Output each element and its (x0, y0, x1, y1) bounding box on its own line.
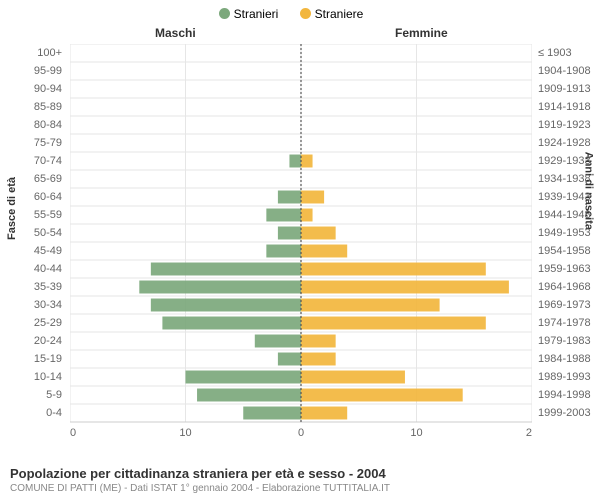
bar-male (255, 335, 301, 348)
legend-swatch-male (219, 8, 230, 19)
birth-label: 1949-1953 (538, 228, 600, 239)
age-label: 45-49 (0, 246, 62, 257)
age-label: 30-34 (0, 300, 62, 311)
birth-label: 1919-1923 (538, 120, 600, 131)
birth-label: 1944-1948 (538, 210, 600, 221)
bar-female (301, 209, 313, 222)
birth-label: 1974-1978 (538, 318, 600, 329)
age-label: 40-44 (0, 264, 62, 275)
birth-label: 1994-1998 (538, 390, 600, 401)
bar-male (197, 389, 301, 402)
header-female: Femmine (395, 26, 448, 40)
svg-text:0: 0 (298, 427, 304, 439)
age-label: 95-99 (0, 66, 62, 77)
bar-female (301, 407, 347, 420)
age-label: 70-74 (0, 156, 62, 167)
age-label: 100+ (0, 48, 62, 59)
bar-male (139, 281, 301, 294)
age-label: 10-14 (0, 372, 62, 383)
bar-female (301, 389, 463, 402)
chart-title: Popolazione per cittadinanza straniera p… (10, 466, 390, 481)
legend: Stranieri Straniere (0, 0, 600, 21)
bar-male (278, 227, 301, 240)
svg-text:10: 10 (179, 427, 191, 439)
y-axis-labels-right: ≤ 1903 1904-1908 1909-1913 1914-1918 1919-19… (534, 44, 600, 440)
age-label: 90-94 (0, 84, 62, 95)
age-label: 55-59 (0, 210, 62, 221)
birth-label: 1904-1908 (538, 66, 600, 77)
age-label: 5-9 (0, 390, 62, 401)
legend-label-male: Stranieri (234, 7, 279, 21)
birth-label: ≤ 1903 (538, 48, 600, 59)
bar-male (278, 191, 301, 204)
legend-label-female: Straniere (315, 7, 364, 21)
age-label: 15-19 (0, 354, 62, 365)
age-label: 65-69 (0, 174, 62, 185)
svg-text:20: 20 (526, 427, 532, 439)
age-label: 60-64 (0, 192, 62, 203)
birth-label: 1914-1918 (538, 102, 600, 113)
birth-label: 1999-2003 (538, 408, 600, 419)
svg-text:20: 20 (70, 427, 76, 439)
bar-male (162, 317, 301, 330)
footer: Popolazione per cittadinanza straniera p… (10, 466, 390, 494)
age-label: 50-54 (0, 228, 62, 239)
bar-female (301, 371, 405, 384)
bar-female (301, 191, 324, 204)
age-label: 85-89 (0, 102, 62, 113)
chart-subtitle: COMUNE DI PATTI (ME) - Dati ISTAT 1° gen… (10, 483, 390, 494)
birth-label: 1934-1938 (538, 174, 600, 185)
header-male: Maschi (155, 26, 196, 40)
bar-female (301, 299, 440, 312)
bar-male (266, 209, 301, 222)
legend-swatch-female (300, 8, 311, 19)
svg-text:10: 10 (410, 427, 422, 439)
age-label: 25-29 (0, 318, 62, 329)
birth-label: 1984-1988 (538, 354, 600, 365)
bar-female (301, 263, 486, 276)
bar-female (301, 245, 347, 258)
bar-female (301, 335, 336, 348)
bar-male (289, 155, 301, 168)
birth-label: 1989-1993 (538, 372, 600, 383)
bar-female (301, 317, 486, 330)
birth-label: 1924-1928 (538, 138, 600, 149)
birth-label: 1929-1933 (538, 156, 600, 167)
age-label: 20-24 (0, 336, 62, 347)
y-axis-labels-left: 100+ 95-99 90-94 85-89 80-84 75-79 70-74 65-69 6… (0, 44, 66, 440)
birth-label: 1964-1968 (538, 282, 600, 293)
bar-male (243, 407, 301, 420)
birth-label: 1939-1943 (538, 192, 600, 203)
bar-male (151, 299, 301, 312)
bar-male (151, 263, 301, 276)
birth-label: 1909-1913 (538, 84, 600, 95)
chart-plot: 20 10 0 10 20 (70, 44, 532, 440)
bar-female (301, 155, 313, 168)
bar-male (186, 371, 302, 384)
bar-female (301, 227, 336, 240)
bar-female (301, 353, 336, 366)
birth-label: 1954-1958 (538, 246, 600, 257)
age-label: 75-79 (0, 138, 62, 149)
bar-female (301, 281, 509, 294)
age-label: 35-39 (0, 282, 62, 293)
age-label: 80-84 (0, 120, 62, 131)
bar-male (278, 353, 301, 366)
birth-label: 1959-1963 (538, 264, 600, 275)
bar-male (266, 245, 301, 258)
birth-label: 1979-1983 (538, 336, 600, 347)
age-label: 0-4 (0, 408, 62, 419)
birth-label: 1969-1973 (538, 300, 600, 311)
